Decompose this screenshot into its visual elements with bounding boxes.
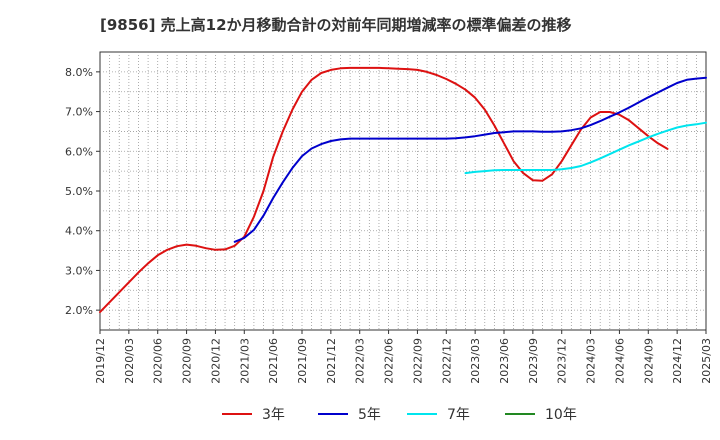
grid — [100, 52, 706, 330]
legend-label-2: 5年 — [358, 407, 381, 423]
chart-title: [9856] 売上高12か月移動合計の対前年同期増減率の標準偏差の推移 — [100, 16, 572, 34]
y-tick-label: 8.0% — [65, 66, 93, 79]
legend: 3年 5年 7年 10年 — [222, 407, 577, 423]
y-tick-label: 3.0% — [65, 264, 93, 277]
x-tick-label: 2024/12 — [671, 338, 684, 384]
y-tick-label: 4.0% — [65, 225, 93, 238]
y-tick-label: 7.0% — [65, 106, 93, 119]
x-tick-label: 2020/06 — [152, 338, 165, 384]
x-tick-label: 2020/09 — [181, 338, 194, 384]
y-axis: 2.0% 3.0% 4.0% 5.0% 6.0% 7.0% 8.0% — [65, 66, 100, 317]
series-line-3 — [464, 121, 707, 175]
legend-label-4: 10年 — [545, 407, 577, 423]
x-tick-label: 2025/03 — [700, 338, 713, 384]
x-tick-label: 2020/12 — [209, 338, 222, 384]
x-tick-label: 2022/12 — [440, 338, 453, 384]
series-line-1 — [99, 66, 669, 314]
x-tick-label: 2021/12 — [325, 338, 338, 384]
x-tick-label: 2020/03 — [123, 338, 136, 384]
x-tick-label: 2024/03 — [585, 338, 598, 384]
x-tick-label: 2024/06 — [613, 338, 626, 384]
y-tick-label: 5.0% — [65, 185, 93, 198]
x-tick-label: 2019/12 — [94, 338, 107, 384]
x-axis: 2019/12 2020/03 2020/06 2020/09 2020/12 2021/… — [94, 330, 713, 384]
y-tick-label: 2.0% — [65, 304, 93, 317]
x-tick-label: 2021/09 — [296, 338, 309, 384]
x-tick-label: 2023/12 — [556, 338, 569, 384]
x-tick-label: 2023/03 — [469, 338, 482, 384]
x-tick-label: 2022/03 — [354, 338, 367, 384]
legend-label-1: 3年 — [262, 407, 285, 423]
y-tick-label: 6.0% — [65, 145, 93, 158]
legend-label-3: 7年 — [447, 407, 470, 423]
x-tick-label: 2022/09 — [411, 338, 424, 384]
series-lines — [99, 66, 707, 314]
x-tick-label: 2023/09 — [527, 338, 540, 384]
x-tick-label: 2021/03 — [238, 338, 251, 384]
x-tick-label: 2024/09 — [642, 338, 655, 384]
series-line-2 — [233, 76, 707, 243]
x-tick-label: 2022/06 — [383, 338, 396, 384]
x-tick-label: 2023/06 — [498, 338, 511, 384]
x-tick-label: 2021/06 — [267, 338, 280, 384]
